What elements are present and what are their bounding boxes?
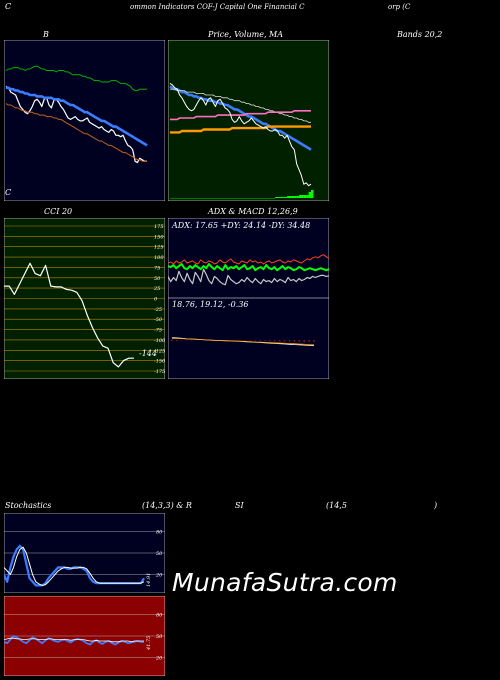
volume-bar [306, 195, 309, 198]
price-close-line [169, 82, 312, 187]
price-ma_white-line [170, 88, 311, 123]
stoch-params-label: (14,3,3) & R [142, 501, 192, 510]
cci-tick-label: 150 [154, 234, 164, 240]
stoch-value-label: 14.91 [146, 573, 152, 587]
bollinger-lower-line [5, 103, 147, 162]
stochastics-tick-label: 80 [156, 529, 163, 535]
adx-plusminus-dy-line [168, 263, 329, 272]
page-title: ommon Indicators COF-J Capital One Finan… [130, 3, 305, 11]
rsi-tick-label: 20 [155, 656, 163, 662]
cci-tick-label: 125 [154, 245, 164, 251]
rsi-params-close: ) [434, 501, 438, 510]
rsi-chart: 80 50 20 41.75 [4, 596, 165, 676]
adx-macd-title: ADX & MACD 12,26,9 [208, 207, 298, 216]
volume-bar [301, 195, 304, 198]
volume-bar [291, 196, 295, 198]
bollinger-close-line [5, 85, 147, 164]
volume-bar [294, 196, 297, 198]
volume-bar [277, 197, 280, 198]
rsi-rsi-ma-line [4, 637, 144, 643]
row1-c-label: C [5, 188, 12, 197]
bollinger-chart [4, 40, 165, 201]
volume-bar [296, 196, 300, 198]
cci-tick-label: -50 [154, 317, 163, 323]
stochastics-pct-d-line [4, 546, 145, 586]
adx-macd-chart: ADX: 17.65 +DY: 24.14 -DY: 34.48 18.76, … [168, 218, 329, 379]
volume-bar [275, 197, 278, 198]
watermark: MunafaSutra.com [172, 568, 398, 597]
cci-tick-label: 0 [154, 297, 158, 303]
adx-values: ADX: 17.65 +DY: 24.14 -DY: 34.48 [171, 221, 310, 230]
rsi-tick-label: 80 [156, 612, 163, 618]
volume-bar [282, 197, 285, 198]
stochastics-chart: 80 50 20 14.91 [4, 513, 165, 593]
volume-bar [284, 197, 288, 198]
cci-tick-label: -100 [154, 338, 165, 344]
cci-tick-label: 175 [154, 224, 164, 230]
rsi-value-label: 41.75 [146, 636, 152, 651]
cci-tick-label: 25 [153, 286, 160, 292]
volume-bar [287, 196, 290, 198]
bands-label-b: B [43, 30, 49, 39]
volume-bar [289, 196, 292, 198]
rsi-tick-label: 50 [156, 634, 163, 640]
bands-param-label: Bands 20,2 [397, 30, 443, 39]
macd-signal-line [171, 337, 315, 346]
page-title-tail: orp (C [388, 3, 411, 11]
bollinger-bg [4, 40, 165, 201]
cci-tick-label: 50 [154, 276, 161, 282]
cci-tick-label: -25 [154, 307, 162, 313]
header-c: C [5, 2, 12, 11]
volume-bar [311, 190, 314, 198]
cci-tick-label: -125 [154, 348, 165, 354]
bollinger-mid-line [6, 86, 148, 147]
cci-tick-label: 100 [154, 255, 164, 261]
stochastics-tick-label: 50 [156, 551, 163, 557]
price-ma_pink-line [170, 110, 311, 121]
cci-value-label: -144 [139, 349, 157, 358]
cci-tick-label: -75 [154, 328, 162, 334]
cci-line [4, 262, 134, 368]
adx-adx-line [168, 268, 329, 286]
price-chart [168, 40, 329, 201]
cci-tick-label: -150 [154, 359, 165, 365]
price-bg [168, 40, 329, 201]
rsi-si-label: SI [235, 501, 244, 510]
cci-label: CCI 20 [44, 207, 73, 216]
volume-bar [279, 197, 283, 198]
stochastics-tick-label: 20 [155, 573, 163, 579]
volume-bar [299, 195, 302, 198]
cci-tick-label: -175 [154, 369, 165, 375]
stochastics-label: Stochastics [5, 501, 52, 510]
bollinger-upper-line [5, 65, 147, 92]
macd-values: 18.76, 19.12, -0.36 [172, 300, 249, 309]
volume-bar [308, 192, 311, 198]
price-ma_orange-line [170, 125, 311, 134]
adx-minus-dy-line [168, 254, 329, 265]
volume-bar [303, 195, 307, 198]
rsi-params-label: (14,5 [326, 501, 347, 510]
adx-bg [168, 218, 329, 379]
cci-chart: 175 150 125 100 75 50 25 0 -25 -50 -75 -100 -125 -150… [4, 218, 165, 379]
price-volume-ma-label: Price, Volume, MA [208, 30, 284, 39]
cci-tick-label: 75 [154, 265, 160, 271]
